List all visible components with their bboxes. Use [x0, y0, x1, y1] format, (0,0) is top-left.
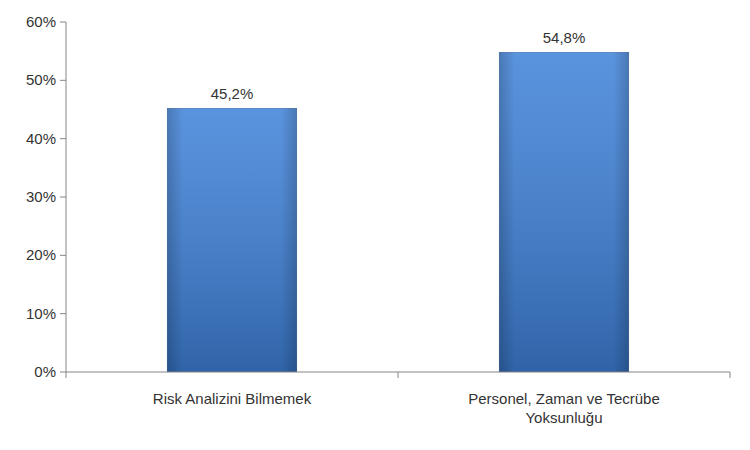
y-tick-label: 30% — [26, 188, 56, 205]
y-tick-label: 40% — [26, 130, 56, 147]
bar-edge — [167, 108, 296, 372]
label-line: Risk Analizini Bilmemek — [153, 390, 312, 407]
bar — [167, 108, 296, 372]
bar — [499, 52, 628, 372]
y-tick — [60, 80, 66, 81]
data-label: 54,8% — [543, 29, 586, 46]
x-tick — [66, 372, 67, 378]
y-tick-label: 60% — [26, 13, 56, 30]
y-tick — [60, 138, 66, 139]
bar-shade — [167, 108, 296, 372]
x-tick — [730, 372, 731, 378]
x-tick-label: Risk Analizini Bilmemek — [153, 390, 312, 407]
y-tick — [60, 255, 66, 256]
y-tick-label: 0% — [34, 363, 56, 380]
y-tick — [60, 197, 66, 198]
x-tick — [398, 372, 399, 378]
data-label: 45,2% — [211, 85, 254, 102]
y-tick-label: 20% — [26, 246, 56, 263]
x-tick-label: Personel, Zaman ve Tecrübe Yoksunluğu — [468, 390, 660, 426]
bar-group — [167, 108, 296, 372]
y-tick-label: 50% — [26, 71, 56, 88]
bar-shade — [499, 52, 628, 372]
chart: 0% 10% 20% 30% 40% 50% 60% Risk Analizini Bilme… — [0, 0, 750, 450]
bars — [167, 52, 628, 372]
y-tick — [60, 313, 66, 314]
y-tick — [60, 372, 66, 373]
bar-group — [499, 52, 628, 372]
label-line: Personel, Zaman ve Tecrübe — [468, 390, 660, 407]
y-tick — [60, 22, 66, 23]
label-line: Yoksunluğu — [525, 409, 602, 426]
y-tick-label: 10% — [26, 305, 56, 322]
bar-edge — [499, 52, 628, 372]
